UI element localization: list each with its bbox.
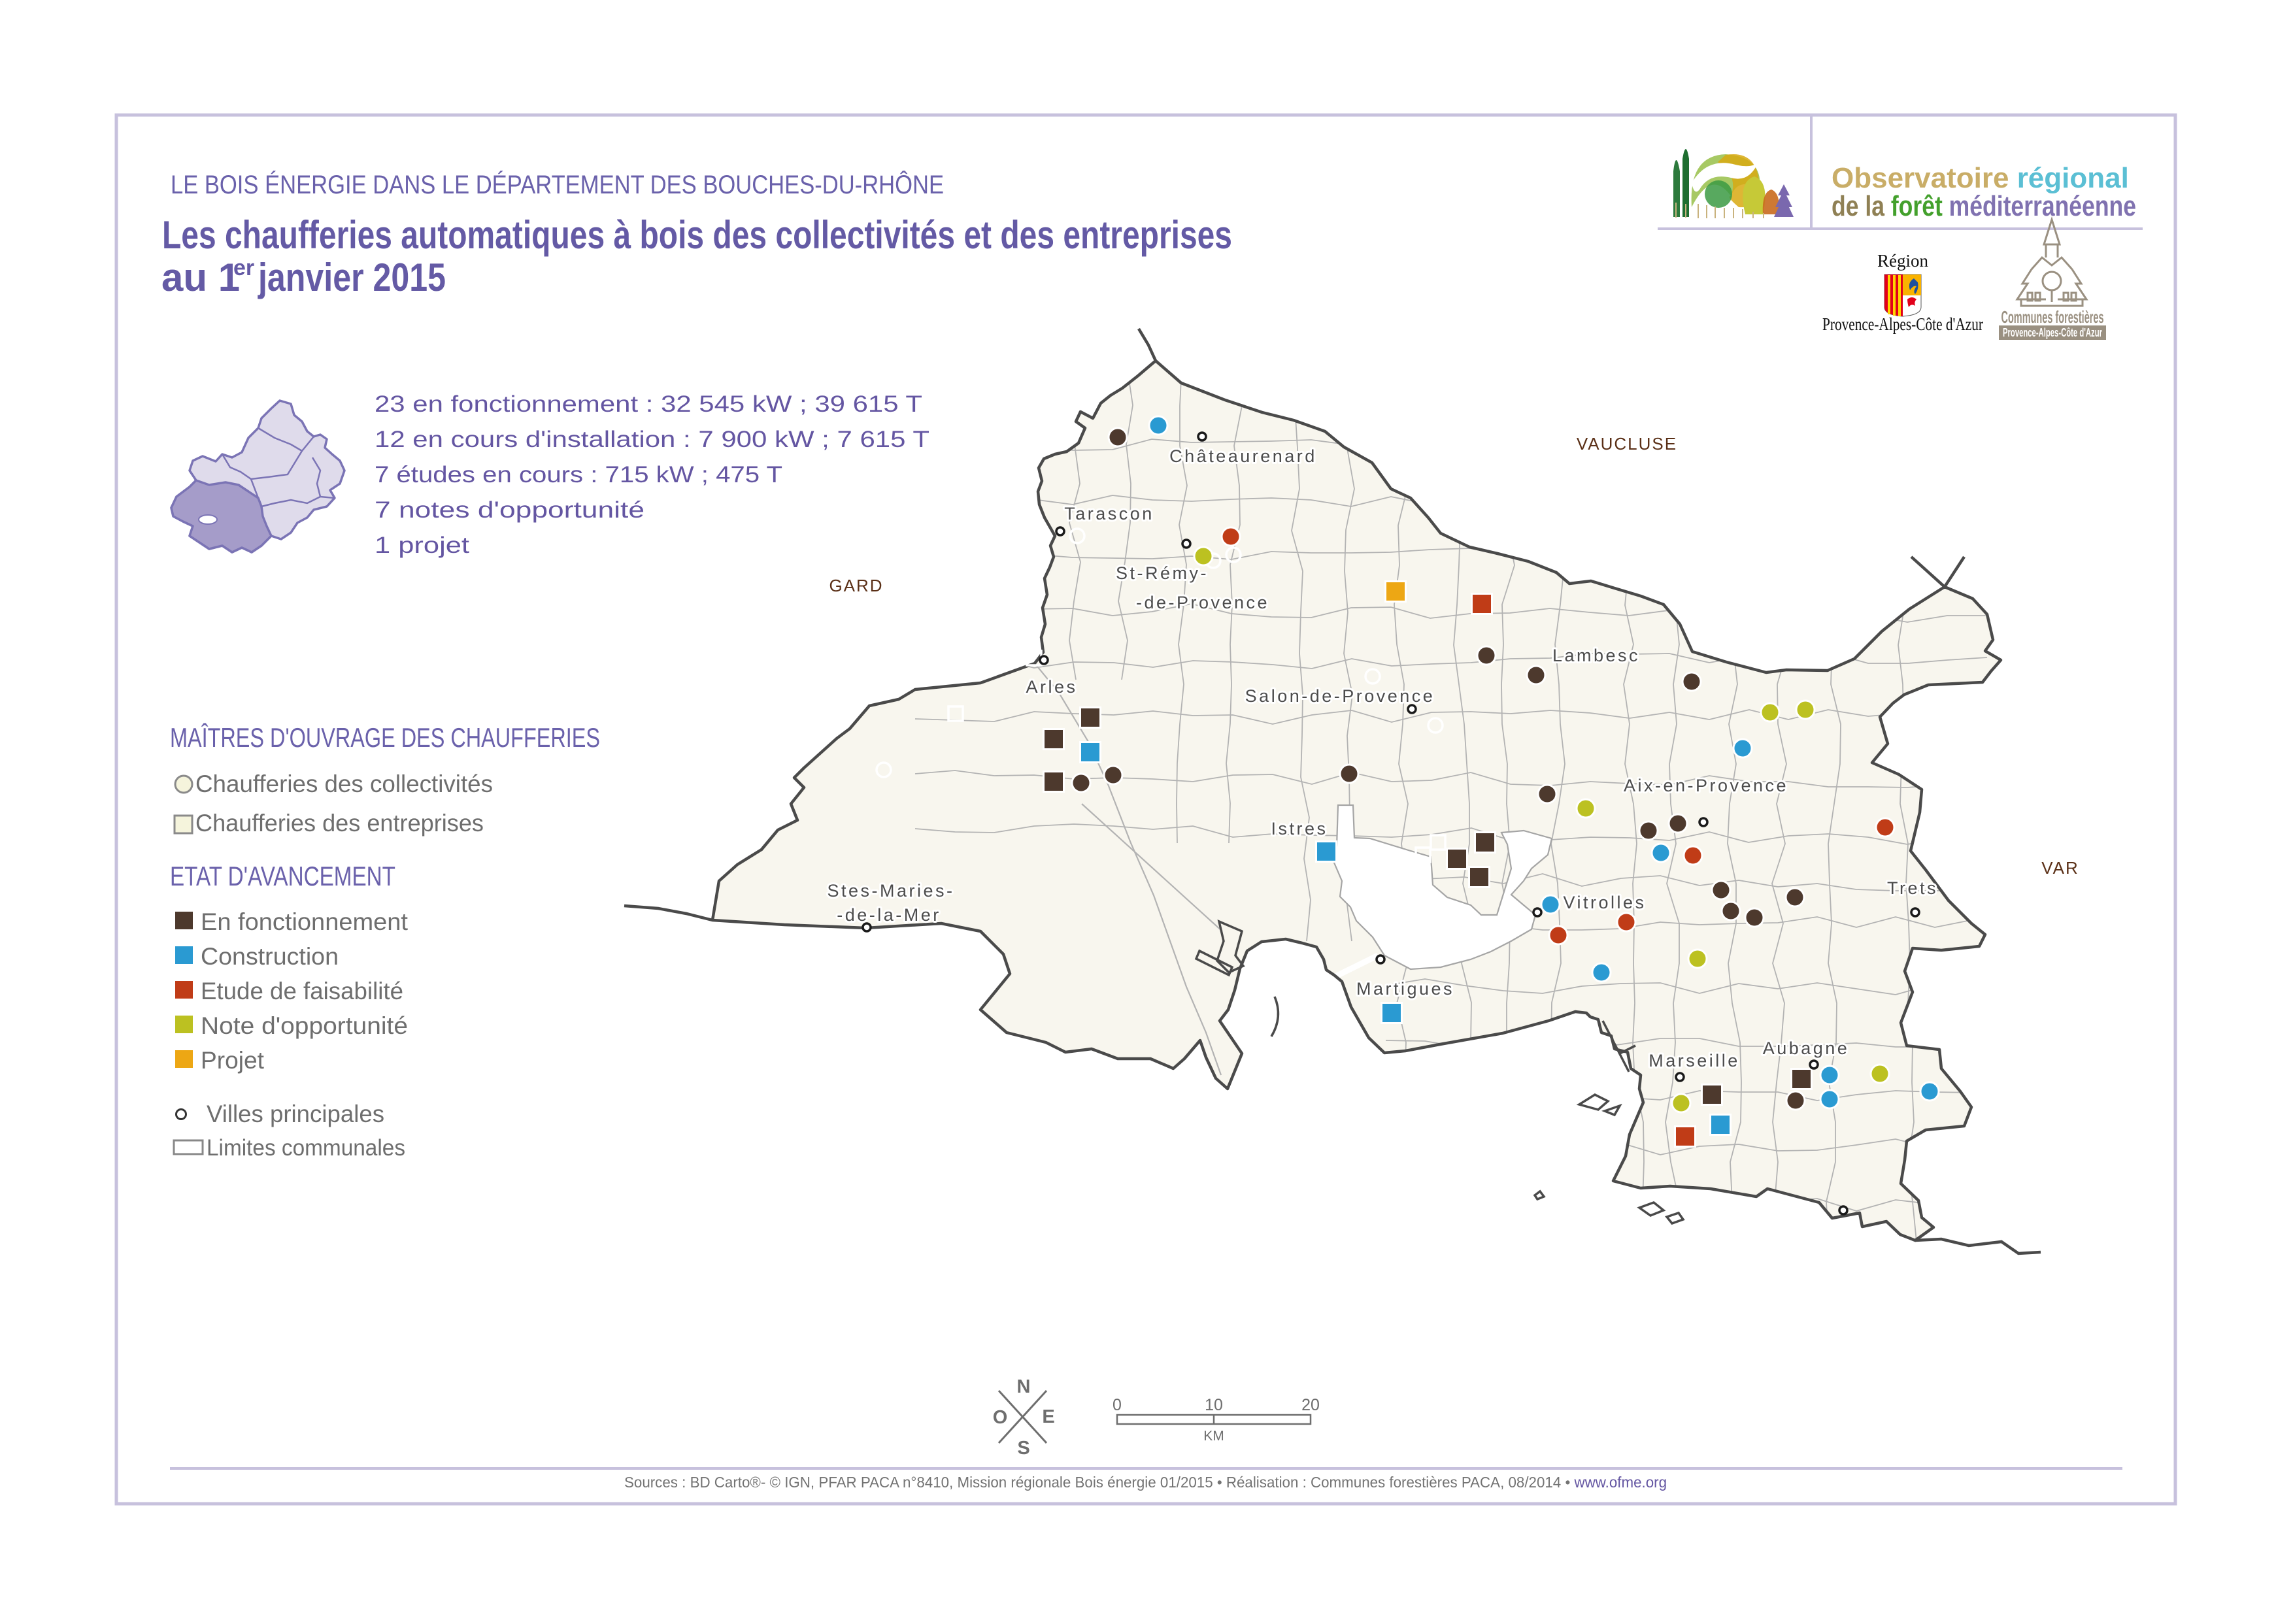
svg-text:O: O bbox=[993, 1407, 1008, 1428]
svg-text:de la forêt méditerranéenne: de la forêt méditerranéenne bbox=[1832, 190, 2136, 222]
svg-text:Région: Région bbox=[1877, 251, 1928, 271]
svg-text:er: er bbox=[233, 256, 254, 280]
svg-text:12 en cours d'installation : 7: 12 en cours d'installation : 7 900 kW ; … bbox=[375, 427, 929, 452]
svg-text:GARD: GARD bbox=[829, 576, 883, 595]
svg-text:7 notes d'opportunité: 7 notes d'opportunité bbox=[375, 497, 644, 523]
svg-text:Châteaurenard: Châteaurenard bbox=[1169, 446, 1317, 466]
svg-text:Trets: Trets bbox=[1887, 878, 1938, 898]
svg-text:Communes forestières: Communes forestières bbox=[2001, 307, 2104, 327]
svg-text:23 en fonctionnement : 32 545: 23 en fonctionnement : 32 545 kW ; 39 61… bbox=[375, 391, 922, 417]
svg-text:ETAT D'AVANCEMENT: ETAT D'AVANCEMENT bbox=[170, 861, 395, 891]
svg-text:Provence-Alpes-Côte d'Azur: Provence-Alpes-Côte d'Azur bbox=[1822, 314, 1983, 334]
svg-text:7 études en cours : 715 kW ; 4: 7 études en cours : 715 kW ; 475 T bbox=[375, 462, 782, 488]
svg-text:au 1: au 1 bbox=[161, 256, 240, 299]
svg-text:Tarascon: Tarascon bbox=[1064, 504, 1154, 523]
svg-text:-de-la-Mer: -de-la-Mer bbox=[837, 905, 941, 925]
svg-text:Arles: Arles bbox=[1026, 677, 1077, 697]
svg-text:Projet: Projet bbox=[201, 1047, 265, 1074]
svg-text:Stes-Maries-: Stes-Maries- bbox=[827, 881, 954, 901]
svg-text:janvier 2015: janvier 2015 bbox=[258, 256, 446, 299]
svg-text:Aix-en-Provence: Aix-en-Provence bbox=[1624, 776, 1788, 795]
svg-text:KM: KM bbox=[1203, 1429, 1224, 1444]
svg-text:0: 0 bbox=[1113, 1396, 1122, 1414]
svg-text:Lambesc: Lambesc bbox=[1552, 646, 1640, 665]
svg-text:MAÎTRES D'OUVRAGE DES CHAUFFER: MAÎTRES D'OUVRAGE DES CHAUFFERIES bbox=[170, 722, 600, 753]
svg-text:Les chaufferies automatiques à: Les chaufferies automatiques à bois des … bbox=[162, 213, 1232, 257]
svg-text:Martigues: Martigues bbox=[1356, 979, 1454, 999]
svg-text:Chaufferies des collectivités: Chaufferies des collectivités bbox=[195, 771, 493, 797]
svg-text:E: E bbox=[1042, 1406, 1054, 1427]
svg-text:En fonctionnement: En fonctionnement bbox=[201, 908, 409, 935]
svg-text:N: N bbox=[1017, 1376, 1031, 1397]
svg-text:Villes principales: Villes principales bbox=[207, 1101, 384, 1127]
svg-text:Limites communales: Limites communales bbox=[207, 1135, 405, 1161]
svg-text:St-Rémy-: St-Rémy- bbox=[1116, 563, 1209, 583]
svg-text:10: 10 bbox=[1205, 1396, 1223, 1414]
svg-text:Vitrolles: Vitrolles bbox=[1563, 893, 1646, 912]
svg-text:20: 20 bbox=[1301, 1396, 1320, 1414]
svg-text:LE BOIS ÉNERGIE DANS LE DÉPART: LE BOIS ÉNERGIE DANS LE DÉPARTEMENT DES … bbox=[171, 170, 944, 199]
svg-text:Sources : BD Carto®- © IGN, PF: Sources : BD Carto®- © IGN, PFAR PACA n°… bbox=[624, 1474, 1667, 1491]
svg-text:Observatoire régional: Observatoire régional bbox=[1832, 162, 2129, 194]
svg-text:VAR: VAR bbox=[2041, 858, 2079, 878]
svg-text:Note d'opportunité: Note d'opportunité bbox=[201, 1012, 408, 1039]
svg-text:Salon-de-Provence: Salon-de-Provence bbox=[1245, 686, 1435, 706]
svg-text:S: S bbox=[1017, 1438, 1029, 1459]
svg-text:Marseille: Marseille bbox=[1649, 1051, 1740, 1070]
svg-text:Aubagne: Aubagne bbox=[1763, 1038, 1850, 1058]
svg-text:Construction: Construction bbox=[201, 943, 339, 970]
svg-text:Istres: Istres bbox=[1271, 819, 1328, 838]
svg-text:VAUCLUSE: VAUCLUSE bbox=[1577, 434, 1677, 454]
svg-text:1 projet: 1 projet bbox=[375, 533, 469, 558]
svg-text:Chaufferies des entreprises: Chaufferies des entreprises bbox=[195, 810, 484, 837]
svg-text:Etude de faisabilité: Etude de faisabilité bbox=[201, 978, 403, 1004]
svg-text:-de-Provence: -de-Provence bbox=[1136, 593, 1269, 612]
svg-text:Provence-Alpes-Côte d'Azur: Provence-Alpes-Côte d'Azur bbox=[2003, 326, 2102, 339]
